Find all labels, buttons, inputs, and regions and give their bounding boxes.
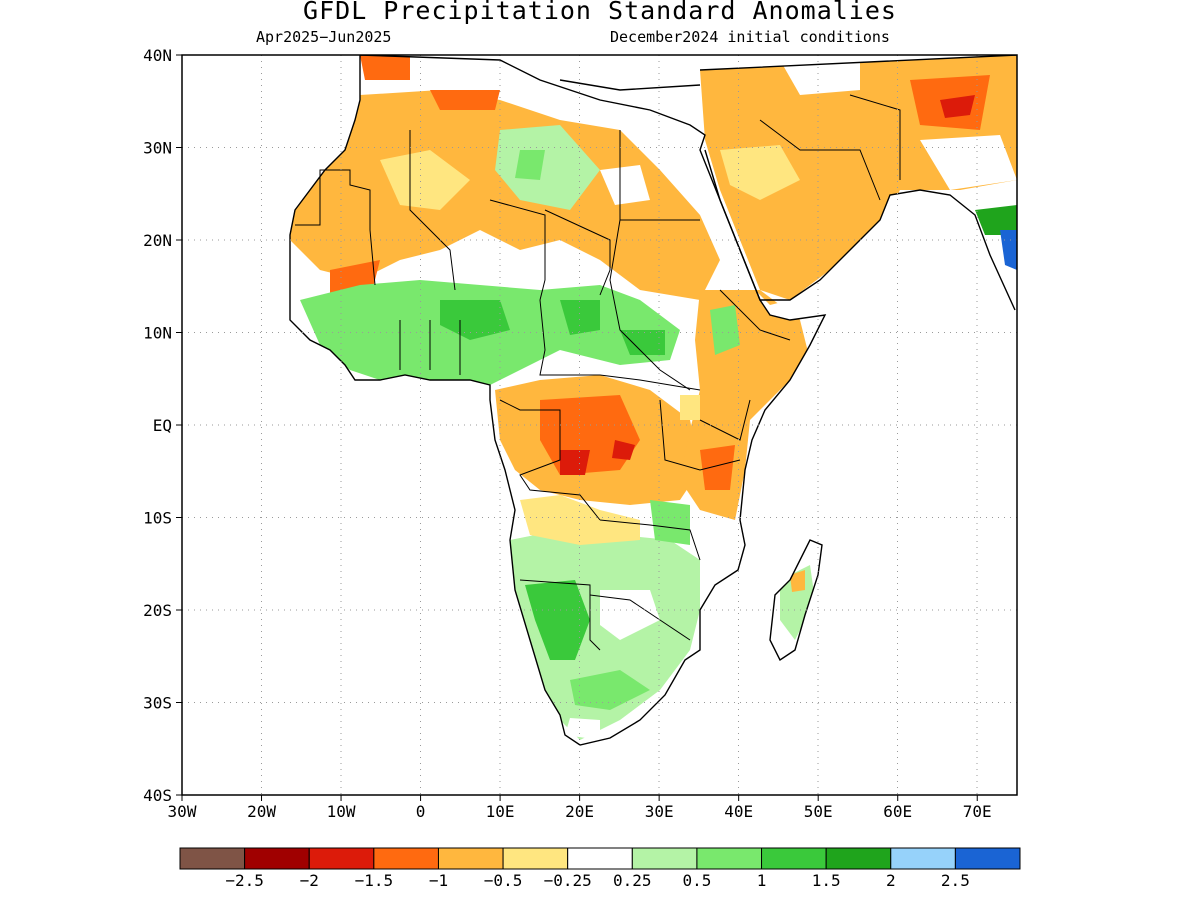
lon-tick-label: 70E — [963, 802, 992, 821]
colorbar-label: 0.5 — [682, 871, 711, 890]
lon-tick-label: 20W — [247, 802, 276, 821]
colorbar-swatch — [373, 847, 439, 870]
lon-tick-label: 10W — [327, 802, 356, 821]
lat-tick-label: EQ — [153, 416, 172, 435]
lon-tick-label: 50E — [804, 802, 833, 821]
colorbar-label: 2 — [886, 871, 896, 890]
colorbar-label: −0.25 — [544, 871, 592, 890]
lat-tick-label: 10N — [143, 324, 172, 343]
colorbar-swatch — [954, 847, 1021, 870]
lon-tick-label: 10E — [486, 802, 515, 821]
chart-title: GFDL Precipitation Standard Anomalies — [303, 0, 897, 25]
forecast-period: Apr2025−Jun2025 — [256, 28, 392, 46]
colorbar-swatch — [631, 847, 698, 870]
coastlines — [289, 55, 1017, 746]
lat-tick-label: 30N — [143, 139, 172, 158]
colorbar-swatch — [567, 847, 633, 870]
colorbar-swatch — [179, 847, 246, 870]
colorbar-swatch — [825, 847, 892, 870]
colorbar-label: −0.5 — [484, 871, 523, 890]
colorbar-swatch — [437, 847, 504, 870]
lat-tick-label: 40N — [143, 46, 172, 65]
lat-tick-label: 20N — [143, 231, 172, 250]
colorbar-label: −2 — [300, 871, 319, 890]
colorbar-swatch — [761, 847, 827, 870]
lat-tick-label: 40S — [143, 786, 172, 805]
colorbar-swatch — [696, 847, 763, 870]
lon-tick-label: 30E — [645, 802, 674, 821]
colorbar-swatch — [244, 847, 310, 870]
lon-tick-label: 20E — [565, 802, 594, 821]
colorbar-swatch — [890, 847, 956, 870]
colorbar: −2.5 −2 −1.5 −1 −0.5 −0.25 0.25 0.5 1 1.5 2 2.5 — [179, 847, 1021, 890]
colorbar-label: 1.5 — [812, 871, 841, 890]
initial-conditions: December2024 initial conditions — [610, 28, 890, 46]
colorbar-label: 0.25 — [613, 871, 652, 890]
colorbar-label: 1 — [757, 871, 767, 890]
colorbar-swatch — [308, 847, 375, 870]
colorbar-label: −1 — [429, 871, 448, 890]
country-borders — [295, 94, 901, 651]
colorbar-label: −1.5 — [355, 871, 394, 890]
lat-tick-label: 30S — [143, 694, 172, 713]
lat-tick-label: 10S — [143, 509, 172, 528]
lon-tick-label: 60E — [883, 802, 912, 821]
colorbar-label: −2.5 — [225, 871, 264, 890]
lon-tick-label: 40E — [724, 802, 753, 821]
colorbar-label: 2.5 — [941, 871, 970, 890]
longitude-axis: 30W 20W 10W 0 10E 20E 30E 40E 50E 60E 70E — [168, 795, 992, 821]
lon-tick-label: 30W — [168, 802, 197, 821]
lat-tick-label: 20S — [143, 601, 172, 620]
colorbar-swatch — [502, 847, 569, 870]
lon-tick-label: 0 — [416, 802, 426, 821]
latitude-axis: 40N 30N 20N 10N EQ 10S 20S 30S 40S — [143, 46, 182, 805]
